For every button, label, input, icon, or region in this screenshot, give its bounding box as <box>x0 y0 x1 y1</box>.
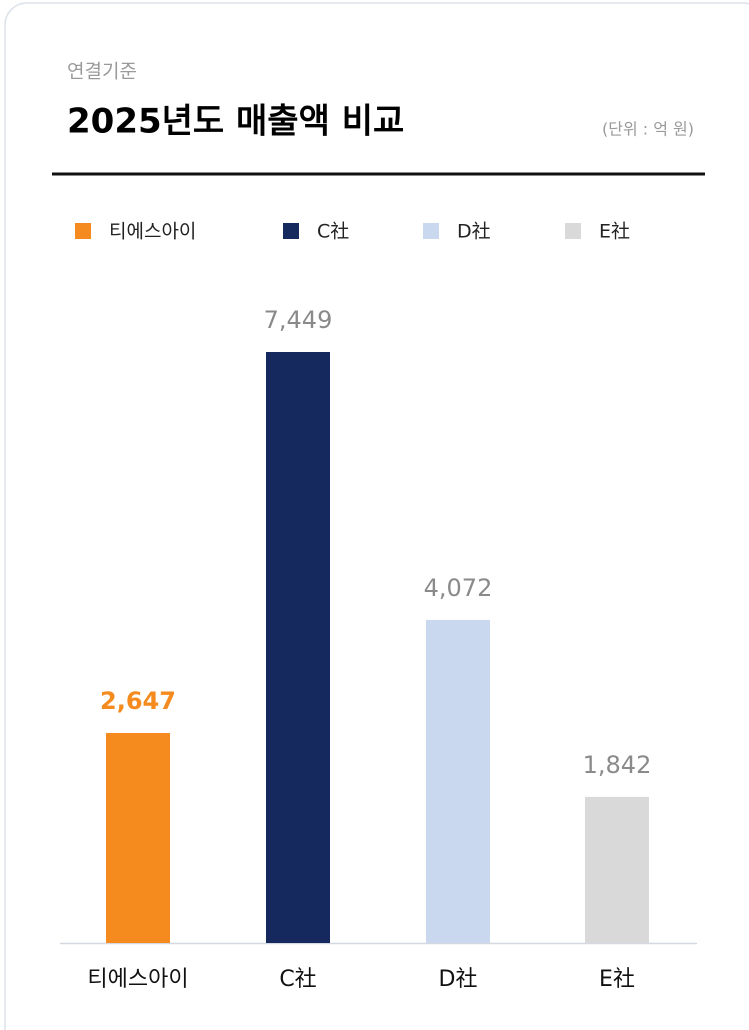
bar <box>585 796 649 943</box>
legend-label: D社 <box>457 221 491 243</box>
value-label: 4,072 <box>424 574 493 602</box>
subtitle: 연결기준 <box>67 61 137 83</box>
legend-label: C社 <box>317 221 349 243</box>
value-label: 1,842 <box>583 751 652 779</box>
legend-swatch <box>423 223 439 239</box>
bar <box>426 619 490 943</box>
legend-swatch <box>565 223 581 239</box>
x-tick-label: 티에스아이 <box>87 967 188 992</box>
bar <box>266 352 330 943</box>
legend-label: 티에스아이 <box>109 221 196 243</box>
legend-swatch <box>75 223 91 239</box>
x-tick-label: C社 <box>279 967 316 992</box>
bar <box>106 732 170 943</box>
value-label: 2,647 <box>100 687 176 715</box>
legend-swatch <box>283 223 299 239</box>
x-tick-label: E社 <box>599 967 635 992</box>
card <box>4 2 749 1030</box>
legend-label: E社 <box>599 221 630 243</box>
unit-label: (단위 : 억 원) <box>602 120 694 139</box>
x-tick-label: D社 <box>439 967 478 992</box>
chart-title: 2025년도 매출액 비교 <box>67 102 404 142</box>
value-label: 7,449 <box>264 306 333 334</box>
